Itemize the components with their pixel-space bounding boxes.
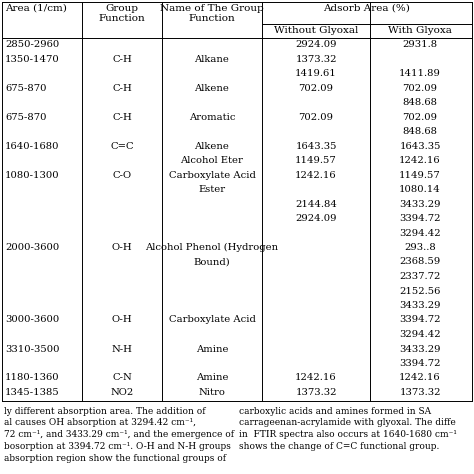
Text: Area (1/cm): Area (1/cm)	[5, 4, 67, 13]
Text: 702.09: 702.09	[402, 112, 438, 121]
Text: Alkene: Alkene	[194, 83, 229, 92]
Text: C=C: C=C	[110, 142, 134, 151]
Text: 2368.59: 2368.59	[400, 257, 441, 266]
Text: Alkane: Alkane	[194, 55, 229, 64]
Text: 3394.72: 3394.72	[399, 359, 441, 368]
Text: Carboxylate Acid: Carboxylate Acid	[169, 171, 255, 180]
Text: 675-870: 675-870	[5, 83, 46, 92]
Text: Adsorb Area (%): Adsorb Area (%)	[324, 4, 410, 13]
Text: O-H: O-H	[112, 316, 132, 325]
Text: 1242.16: 1242.16	[399, 156, 441, 165]
Text: 1411.89: 1411.89	[399, 69, 441, 78]
Text: 1149.57: 1149.57	[295, 156, 337, 165]
Text: 702.09: 702.09	[299, 112, 334, 121]
Text: C-H: C-H	[112, 83, 132, 92]
Text: 1242.16: 1242.16	[399, 374, 441, 383]
Text: 2144.84: 2144.84	[295, 200, 337, 209]
Text: 848.68: 848.68	[402, 127, 438, 136]
Text: 3433.29: 3433.29	[399, 345, 441, 354]
Text: 1080.14: 1080.14	[399, 185, 441, 194]
Text: 1419.61: 1419.61	[295, 69, 337, 78]
Text: 1180-1360: 1180-1360	[5, 374, 60, 383]
Text: Alcohol Eter: Alcohol Eter	[181, 156, 244, 165]
Text: 1242.16: 1242.16	[295, 171, 337, 180]
Text: C-O: C-O	[112, 171, 132, 180]
Text: 702.09: 702.09	[402, 83, 438, 92]
Text: Alcohol Phenol (Hydrogen: Alcohol Phenol (Hydrogen	[146, 243, 279, 252]
Text: carboxylic acids and amines formed in SA
carrageenan-acrylamide with glyoxal. Th: carboxylic acids and amines formed in SA…	[239, 407, 457, 451]
Text: 702.09: 702.09	[299, 83, 334, 92]
Text: 3394.72: 3394.72	[399, 214, 441, 223]
Text: 1242.16: 1242.16	[295, 374, 337, 383]
Text: 1373.32: 1373.32	[295, 388, 337, 397]
Text: 3433.29: 3433.29	[399, 200, 441, 209]
Text: NO2: NO2	[110, 388, 134, 397]
Text: 2337.72: 2337.72	[399, 272, 441, 281]
Text: Nitro: Nitro	[199, 388, 226, 397]
Text: Without Glyoxal: Without Glyoxal	[274, 26, 358, 35]
Text: N-H: N-H	[111, 345, 132, 354]
Text: 1373.32: 1373.32	[399, 388, 441, 397]
Text: 1350-1470: 1350-1470	[5, 55, 60, 64]
Text: Alkene: Alkene	[194, 142, 229, 151]
Text: 1080-1300: 1080-1300	[5, 171, 60, 180]
Text: 3000-3600: 3000-3600	[5, 316, 59, 325]
Text: 3294.42: 3294.42	[399, 330, 441, 339]
Text: 1643.35: 1643.35	[295, 142, 337, 151]
Text: Bound): Bound)	[193, 257, 230, 266]
Text: 3394.72: 3394.72	[399, 316, 441, 325]
Text: Ester: Ester	[199, 185, 226, 194]
Text: 1640-1680: 1640-1680	[5, 142, 60, 151]
Text: With Glyoxa: With Glyoxa	[388, 26, 452, 35]
Text: O-H: O-H	[112, 243, 132, 252]
Text: C-H: C-H	[112, 112, 132, 121]
Text: C-N: C-N	[112, 374, 132, 383]
Text: 2924.09: 2924.09	[295, 40, 337, 49]
Text: 3310-3500: 3310-3500	[5, 345, 60, 354]
Text: 1345-1385: 1345-1385	[5, 388, 60, 397]
Text: 848.68: 848.68	[402, 98, 438, 107]
Text: 1149.57: 1149.57	[399, 171, 441, 180]
Text: 2850-2960: 2850-2960	[5, 40, 59, 49]
Text: 3294.42: 3294.42	[399, 228, 441, 237]
Text: C-H: C-H	[112, 55, 132, 64]
Text: 1373.32: 1373.32	[295, 55, 337, 64]
Text: 2152.56: 2152.56	[399, 286, 441, 295]
Text: Amine: Amine	[196, 374, 228, 383]
Text: 3433.29: 3433.29	[399, 301, 441, 310]
Text: 293..8: 293..8	[404, 243, 436, 252]
Text: Group
Function: Group Function	[99, 4, 146, 23]
Text: 675-870: 675-870	[5, 112, 46, 121]
Text: 2000-3600: 2000-3600	[5, 243, 59, 252]
Text: 2924.09: 2924.09	[295, 214, 337, 223]
Text: 2931.8: 2931.8	[402, 40, 438, 49]
Text: ly different absorption area. The addition of
al causes OH absorption at 3294.42: ly different absorption area. The additi…	[4, 407, 234, 463]
Text: Aromatic: Aromatic	[189, 112, 235, 121]
Text: 1643.35: 1643.35	[399, 142, 441, 151]
Text: Name of The Group
Function: Name of The Group Function	[160, 4, 264, 23]
Text: Carboxylate Acid: Carboxylate Acid	[169, 316, 255, 325]
Text: Amine: Amine	[196, 345, 228, 354]
